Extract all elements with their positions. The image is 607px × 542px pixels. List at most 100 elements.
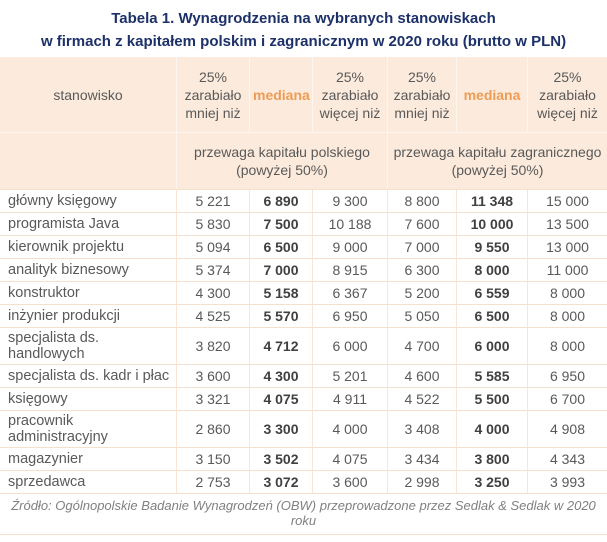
- value-cell: 13 000: [528, 236, 607, 259]
- table-row: kierownik projektu 5 094 6 500 9 000 7 0…: [0, 236, 607, 259]
- row-label: specjalista ds. handlowych: [0, 328, 177, 365]
- median-cell: 3 072: [250, 471, 313, 494]
- header-median-foreign: mediana: [457, 57, 528, 132]
- source-row: Źródło: Ogólnopolskie Badanie Wynagrodze…: [0, 494, 607, 535]
- median-cell: 4 000: [457, 411, 528, 448]
- median-cell: 4 712: [250, 328, 313, 365]
- value-cell: 8 000: [528, 282, 607, 305]
- value-cell: 9 000: [313, 236, 388, 259]
- row-label: główny księgowy: [0, 190, 177, 213]
- row-label: programista Java: [0, 213, 177, 236]
- header-median-pl: mediana: [250, 57, 313, 132]
- table-row: konstruktor 4 300 5 158 6 367 5 200 6 55…: [0, 282, 607, 305]
- value-cell: 5 050: [388, 305, 457, 328]
- value-cell: 4 522: [388, 388, 457, 411]
- header-row-capital-groups: przewaga kapitału polskiego (powyżej 50%…: [0, 132, 607, 190]
- median-cell: 10 000: [457, 213, 528, 236]
- median-cell: 5 158: [250, 282, 313, 305]
- header-q25-more-foreign: 25% zarabiało więcej niż: [528, 57, 607, 132]
- value-cell: 5 221: [177, 190, 250, 213]
- row-label: kierownik projektu: [0, 236, 177, 259]
- value-cell: 6 950: [313, 305, 388, 328]
- row-label: inżynier produkcji: [0, 305, 177, 328]
- median-cell: 6 500: [250, 236, 313, 259]
- value-cell: 2 753: [177, 471, 250, 494]
- value-cell: 6 367: [313, 282, 388, 305]
- median-cell: 7 500: [250, 213, 313, 236]
- header-row-quartiles: stanowisko 25% zarabiało mniej niż media…: [0, 57, 607, 132]
- value-cell: 3 434: [388, 448, 457, 471]
- value-cell: 3 321: [177, 388, 250, 411]
- value-cell: 4 343: [528, 448, 607, 471]
- median-cell: 3 800: [457, 448, 528, 471]
- value-cell: 5 830: [177, 213, 250, 236]
- value-cell: 4 911: [313, 388, 388, 411]
- median-cell: 8 000: [457, 259, 528, 282]
- median-cell: 4 075: [250, 388, 313, 411]
- table-row: specjalista ds. handlowych 3 820 4 712 6…: [0, 328, 607, 365]
- value-cell: 5 094: [177, 236, 250, 259]
- value-cell: 6 000: [313, 328, 388, 365]
- row-label: specjalista ds. kadr i płac: [0, 365, 177, 388]
- table-row: analityk biznesowy 5 374 7 000 8 915 6 3…: [0, 259, 607, 282]
- median-cell: 6 890: [250, 190, 313, 213]
- value-cell: 4 300: [177, 282, 250, 305]
- value-cell: 3 408: [388, 411, 457, 448]
- median-cell: 3 502: [250, 448, 313, 471]
- table-row: sprzedawca 2 753 3 072 3 600 2 998 3 250…: [0, 471, 607, 494]
- value-cell: 4 075: [313, 448, 388, 471]
- row-label: konstruktor: [0, 282, 177, 305]
- header-position: stanowisko: [0, 57, 177, 132]
- median-cell: 3 300: [250, 411, 313, 448]
- value-cell: 8 915: [313, 259, 388, 282]
- value-cell: 15 000: [528, 190, 607, 213]
- source-note: Źródło: Ogólnopolskie Badanie Wynagrodze…: [0, 494, 607, 535]
- table-title-line1: Tabela 1. Wynagrodzenia na wybranych sta…: [111, 10, 496, 27]
- value-cell: 2 860: [177, 411, 250, 448]
- median-cell: 6 500: [457, 305, 528, 328]
- row-label: księgowy: [0, 388, 177, 411]
- median-cell: 6 000: [457, 328, 528, 365]
- value-cell: 3 150: [177, 448, 250, 471]
- median-cell: 11 348: [457, 190, 528, 213]
- value-cell: 4 908: [528, 411, 607, 448]
- value-cell: 4 525: [177, 305, 250, 328]
- value-cell: 2 998: [388, 471, 457, 494]
- value-cell: 7 600: [388, 213, 457, 236]
- value-cell: 5 374: [177, 259, 250, 282]
- table-row: księgowy 3 321 4 075 4 911 4 522 5 500 6…: [0, 388, 607, 411]
- value-cell: 9 300: [313, 190, 388, 213]
- header-q25-less-foreign: 25% zarabiało mniej niż: [388, 57, 457, 132]
- group-polish-capital: przewaga kapitału polskiego (powyżej 50%…: [177, 132, 388, 190]
- value-cell: 8 000: [528, 328, 607, 365]
- row-label: magazynier: [0, 448, 177, 471]
- median-cell: 5 585: [457, 365, 528, 388]
- median-cell: 9 550: [457, 236, 528, 259]
- row-label: sprzedawca: [0, 471, 177, 494]
- value-cell: 6 950: [528, 365, 607, 388]
- table-row: inżynier produkcji 4 525 5 570 6 950 5 0…: [0, 305, 607, 328]
- value-cell: 8 000: [528, 305, 607, 328]
- median-cell: 5 570: [250, 305, 313, 328]
- table-row: programista Java 5 830 7 500 10 188 7 60…: [0, 213, 607, 236]
- value-cell: 5 200: [388, 282, 457, 305]
- value-cell: 4 700: [388, 328, 457, 365]
- value-cell: 8 800: [388, 190, 457, 213]
- header-q25-more-pl: 25% zarabiało więcej niż: [313, 57, 388, 132]
- median-cell: 4 300: [250, 365, 313, 388]
- table-title-line2: w firmach z kapitałem polskim i zagranic…: [40, 33, 567, 50]
- value-cell: 6 700: [528, 388, 607, 411]
- median-cell: 3 250: [457, 471, 528, 494]
- median-cell: 5 500: [457, 388, 528, 411]
- row-label: analityk biznesowy: [0, 259, 177, 282]
- value-cell: 13 500: [528, 213, 607, 236]
- median-cell: 7 000: [250, 259, 313, 282]
- table-row: magazynier 3 150 3 502 4 075 3 434 3 800…: [0, 448, 607, 471]
- value-cell: 3 600: [177, 365, 250, 388]
- value-cell: 10 188: [313, 213, 388, 236]
- table-title: Tabela 1. Wynagrodzenia na wybranych sta…: [0, 0, 607, 57]
- row-label: pracownik administracyjny: [0, 411, 177, 448]
- value-cell: 6 300: [388, 259, 457, 282]
- value-cell: 7 000: [388, 236, 457, 259]
